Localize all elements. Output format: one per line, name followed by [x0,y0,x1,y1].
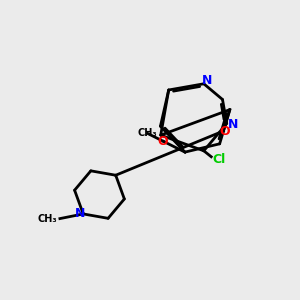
Text: N: N [75,207,86,220]
Text: CH₃: CH₃ [138,128,158,139]
Text: N: N [227,118,238,131]
Text: O: O [220,124,230,137]
Text: Cl: Cl [212,153,225,166]
Text: O: O [157,135,167,148]
Text: CH₃: CH₃ [37,214,57,224]
Text: N: N [202,74,212,87]
